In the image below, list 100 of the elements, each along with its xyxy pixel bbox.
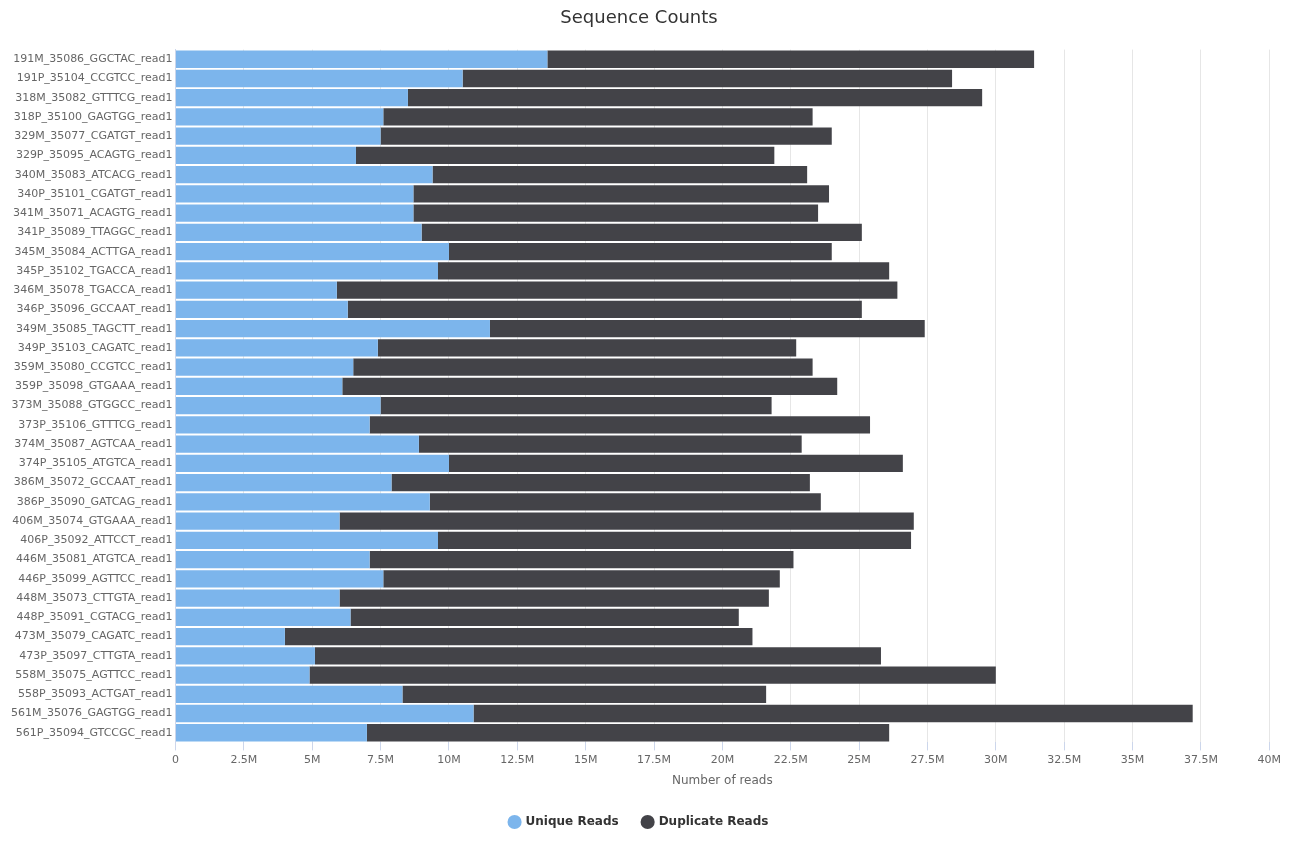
bar [342, 377, 838, 396]
y-tick-label: 329P_35095_ACAGTG_read1 [15, 148, 173, 162]
y-tick-label: 359P_35098_GTGAAA_read1 [15, 379, 173, 393]
y-tick-label: 446P_35099_AGTTCC_read1 [18, 571, 173, 585]
bar [462, 69, 953, 88]
y-tick-label: 473M_35079_CAGATC_read1 [14, 629, 173, 643]
bar [176, 89, 408, 107]
y-tick-label: 359M_35080_CCGTCC_read1 [13, 359, 173, 373]
y-tick-label: 561P_35094_GTCCGC_read1 [15, 725, 173, 739]
bar [176, 377, 343, 396]
x-tick-label: 30M [984, 752, 1008, 766]
bar [176, 666, 310, 684]
bar [176, 685, 403, 703]
y-tick-label: 345M_35084_ACTTGA_read1 [14, 244, 173, 258]
y-tick-label: 373M_35088_GTGGCC_read1 [11, 398, 173, 412]
bar [176, 185, 414, 203]
bar [176, 454, 449, 473]
bar [366, 724, 890, 742]
bar [176, 319, 490, 338]
y-tick-label: 341P_35089_TTAGGC_read1 [17, 225, 173, 239]
bar [176, 570, 384, 588]
y-tick-label: 374P_35105_ATGTCA_read1 [18, 456, 173, 470]
bar [438, 531, 912, 549]
legend-label: Unique Reads [525, 814, 619, 829]
bar [176, 300, 348, 319]
y-tick-label: 446M_35081_ATGTCA_read1 [15, 552, 173, 566]
x-tick-label: 27.5M [910, 752, 945, 766]
bar [176, 146, 356, 165]
x-tick-label: 17.5M [637, 752, 672, 766]
bar [432, 166, 808, 184]
bar [309, 666, 996, 684]
x-tick-label: 2.5M [230, 752, 258, 766]
y-tick-label: 329M_35077_CGATGT_read1 [14, 129, 173, 143]
y-tick-label: 340M_35083_ATCACG_read1 [14, 167, 173, 181]
x-axis-title: Number of reads [672, 772, 773, 787]
bar [347, 300, 862, 319]
x-tick-label: 5M [303, 752, 321, 766]
bar [176, 204, 414, 222]
bar [176, 627, 285, 646]
y-tick-label: 561M_35076_GAGTGG_read1 [10, 706, 173, 720]
x-tick-label: 15M [573, 752, 598, 766]
y-tick-label: 406P_35092_ATTCCT_read1 [20, 533, 173, 547]
x-tick-label: 7.5M [367, 752, 395, 766]
bar [547, 50, 1035, 68]
bar [391, 473, 810, 492]
bar [176, 647, 315, 665]
y-tick-label: 448P_35091_CGTACG_read1 [16, 610, 173, 624]
y-tick-label: 318P_35100_GAGTGG_read1 [13, 109, 173, 123]
bar [380, 127, 832, 145]
bar [473, 704, 1193, 723]
bar [489, 319, 925, 338]
y-tick-label: 346P_35096_GCCAAT_read1 [16, 302, 173, 316]
y-tick-label: 349M_35085_TAGCTT_read1 [16, 321, 173, 335]
bar [176, 396, 381, 415]
bar [176, 724, 367, 742]
bar [402, 685, 767, 703]
bar [176, 69, 463, 88]
x-tick-label: 25M [847, 752, 871, 766]
x-tick-label: 35M [1120, 752, 1145, 766]
y-tick-label: 373P_35106_GTTTCG_read1 [18, 417, 173, 431]
y-tick-label: 191P_35104_CCGTCC_read1 [16, 71, 173, 85]
bar [407, 89, 983, 107]
bar [448, 454, 903, 473]
bar [413, 185, 830, 203]
bar [176, 531, 438, 549]
y-tick-label: 318M_35082_GTTTCG_read1 [15, 90, 173, 104]
y-tick-label: 558M_35075_AGTTCC_read1 [15, 667, 173, 681]
x-tick-label: 22.5M [773, 752, 808, 766]
bar [176, 550, 370, 569]
bar [369, 550, 794, 569]
y-tick-label: 448M_35073_CTTGTA_read1 [16, 590, 173, 604]
x-tick-label: 0 [172, 752, 179, 766]
y-tick-label: 345P_35102_TGACCA_read1 [16, 263, 173, 277]
bar [176, 608, 351, 626]
y-tick-label: 341M_35071_ACAGTG_read1 [13, 206, 173, 220]
bar [421, 223, 862, 242]
bar [176, 127, 381, 145]
bar [314, 647, 881, 665]
y-tick-label: 386P_35090_GATCAG_read1 [16, 494, 173, 508]
y-tick-label: 346M_35078_TGACCA_read1 [13, 283, 173, 297]
x-tick-label: 20M [710, 752, 735, 766]
x-tick-label: 40M [1257, 752, 1282, 766]
bar [176, 589, 340, 607]
bar [284, 627, 753, 646]
y-tick-label: 374M_35087_AGTCAA_read1 [14, 436, 173, 450]
bar [176, 166, 433, 184]
bar [176, 704, 474, 723]
y-tick-label: 386M_35072_GCCAAT_read1 [13, 475, 173, 489]
bar [380, 396, 772, 415]
bar [448, 243, 832, 261]
bar [176, 473, 392, 492]
bar [339, 589, 769, 607]
y-tick-label: 473P_35097_CTTGTA_read1 [19, 648, 173, 662]
chart-title: Sequence Counts [560, 6, 718, 28]
x-tick-label: 32.5M [1047, 752, 1082, 766]
x-tick-label: 37.5M [1183, 752, 1218, 766]
bar [176, 108, 384, 126]
y-tick-label: 349P_35103_CAGATC_read1 [17, 340, 173, 354]
legend-label: Duplicate Reads [658, 814, 769, 829]
bar [176, 223, 422, 242]
